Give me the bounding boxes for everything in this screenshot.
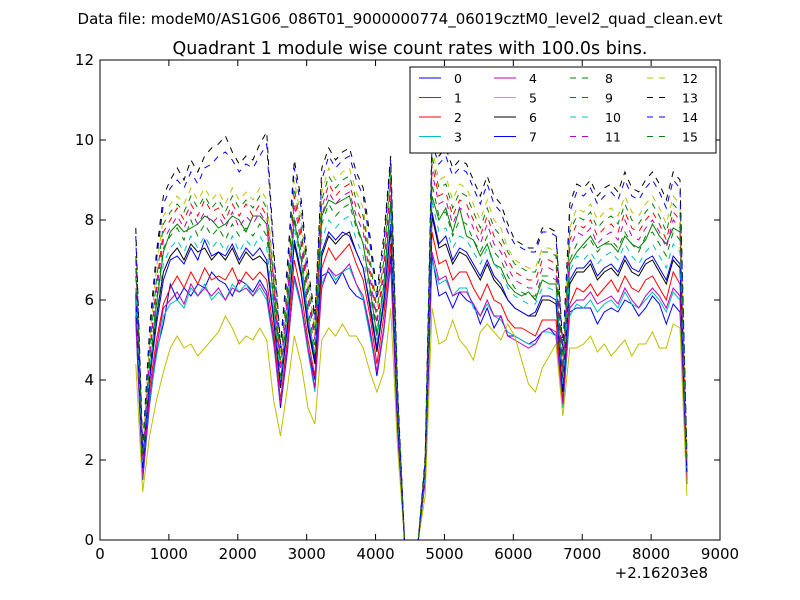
legend-label-5: 5 [529, 91, 537, 106]
y-tick-label: 12 [75, 51, 94, 69]
series-line-12 [135, 147, 688, 540]
legend-label-8: 8 [605, 71, 613, 86]
series-layer [135, 130, 688, 540]
y-tick-label: 10 [75, 131, 94, 149]
x-axis-offset-label: +2.16203e8 [615, 564, 708, 582]
legend-frame [409, 66, 717, 154]
legend-label-2: 2 [454, 110, 462, 125]
legend-label-11: 11 [605, 130, 621, 145]
figure-suptitle: Data file: modeM0/AS1G06_086T01_90000007… [78, 10, 723, 29]
legend-label-15: 15 [682, 130, 698, 145]
legend-label-1: 1 [454, 91, 462, 106]
legend-label-4: 4 [529, 71, 537, 86]
chart-title: Quadrant 1 module wise count rates with … [173, 39, 648, 59]
x-tick-label: 8000 [632, 545, 670, 563]
series-line-6 [135, 215, 688, 540]
series-line-5 [135, 307, 688, 540]
series-line-0 [135, 255, 688, 540]
x-tick-label: 3000 [288, 545, 326, 563]
series-line-8 [135, 183, 688, 540]
legend-label-0: 0 [454, 71, 462, 86]
series-line-3 [135, 259, 688, 540]
series-line-11 [135, 171, 688, 540]
x-tick-label: 0 [95, 545, 105, 563]
x-tick-label: 2000 [219, 545, 257, 563]
x-tick-label: 5000 [425, 545, 463, 563]
legend-label-10: 10 [605, 110, 621, 125]
y-tick-label: 6 [84, 291, 94, 309]
legend-label-6: 6 [529, 110, 537, 125]
series-line-2 [135, 231, 688, 540]
legend-label-3: 3 [454, 130, 462, 145]
legend-label-13: 13 [682, 91, 698, 106]
y-tick-label: 4 [84, 371, 94, 389]
series-line-13 [135, 130, 688, 540]
x-axis: 0 1000 2000 3000 4000 5000 6000 7000 8000 9000 [95, 60, 739, 563]
y-tick-label: 0 [84, 531, 94, 549]
legend-label-9: 9 [605, 91, 613, 106]
x-tick-label: 9000 [701, 545, 739, 563]
legend-label-7: 7 [529, 130, 537, 145]
series-line-7 [135, 211, 688, 540]
x-tick-label: 6000 [494, 545, 532, 563]
legend-label-14: 14 [682, 110, 698, 125]
series-line-4 [135, 251, 688, 540]
x-tick-label: 1000 [150, 545, 188, 563]
series-line-9 [135, 163, 688, 540]
x-tick-label: 7000 [563, 545, 601, 563]
series-line-10 [135, 199, 688, 540]
y-tick-label: 8 [84, 211, 94, 229]
series-line-1 [135, 195, 688, 540]
series-line-14 [135, 142, 688, 540]
x-tick-label: 4000 [356, 545, 394, 563]
y-tick-label: 2 [84, 451, 94, 469]
series-line-15 [135, 155, 688, 540]
legend-label-12: 12 [682, 71, 698, 86]
